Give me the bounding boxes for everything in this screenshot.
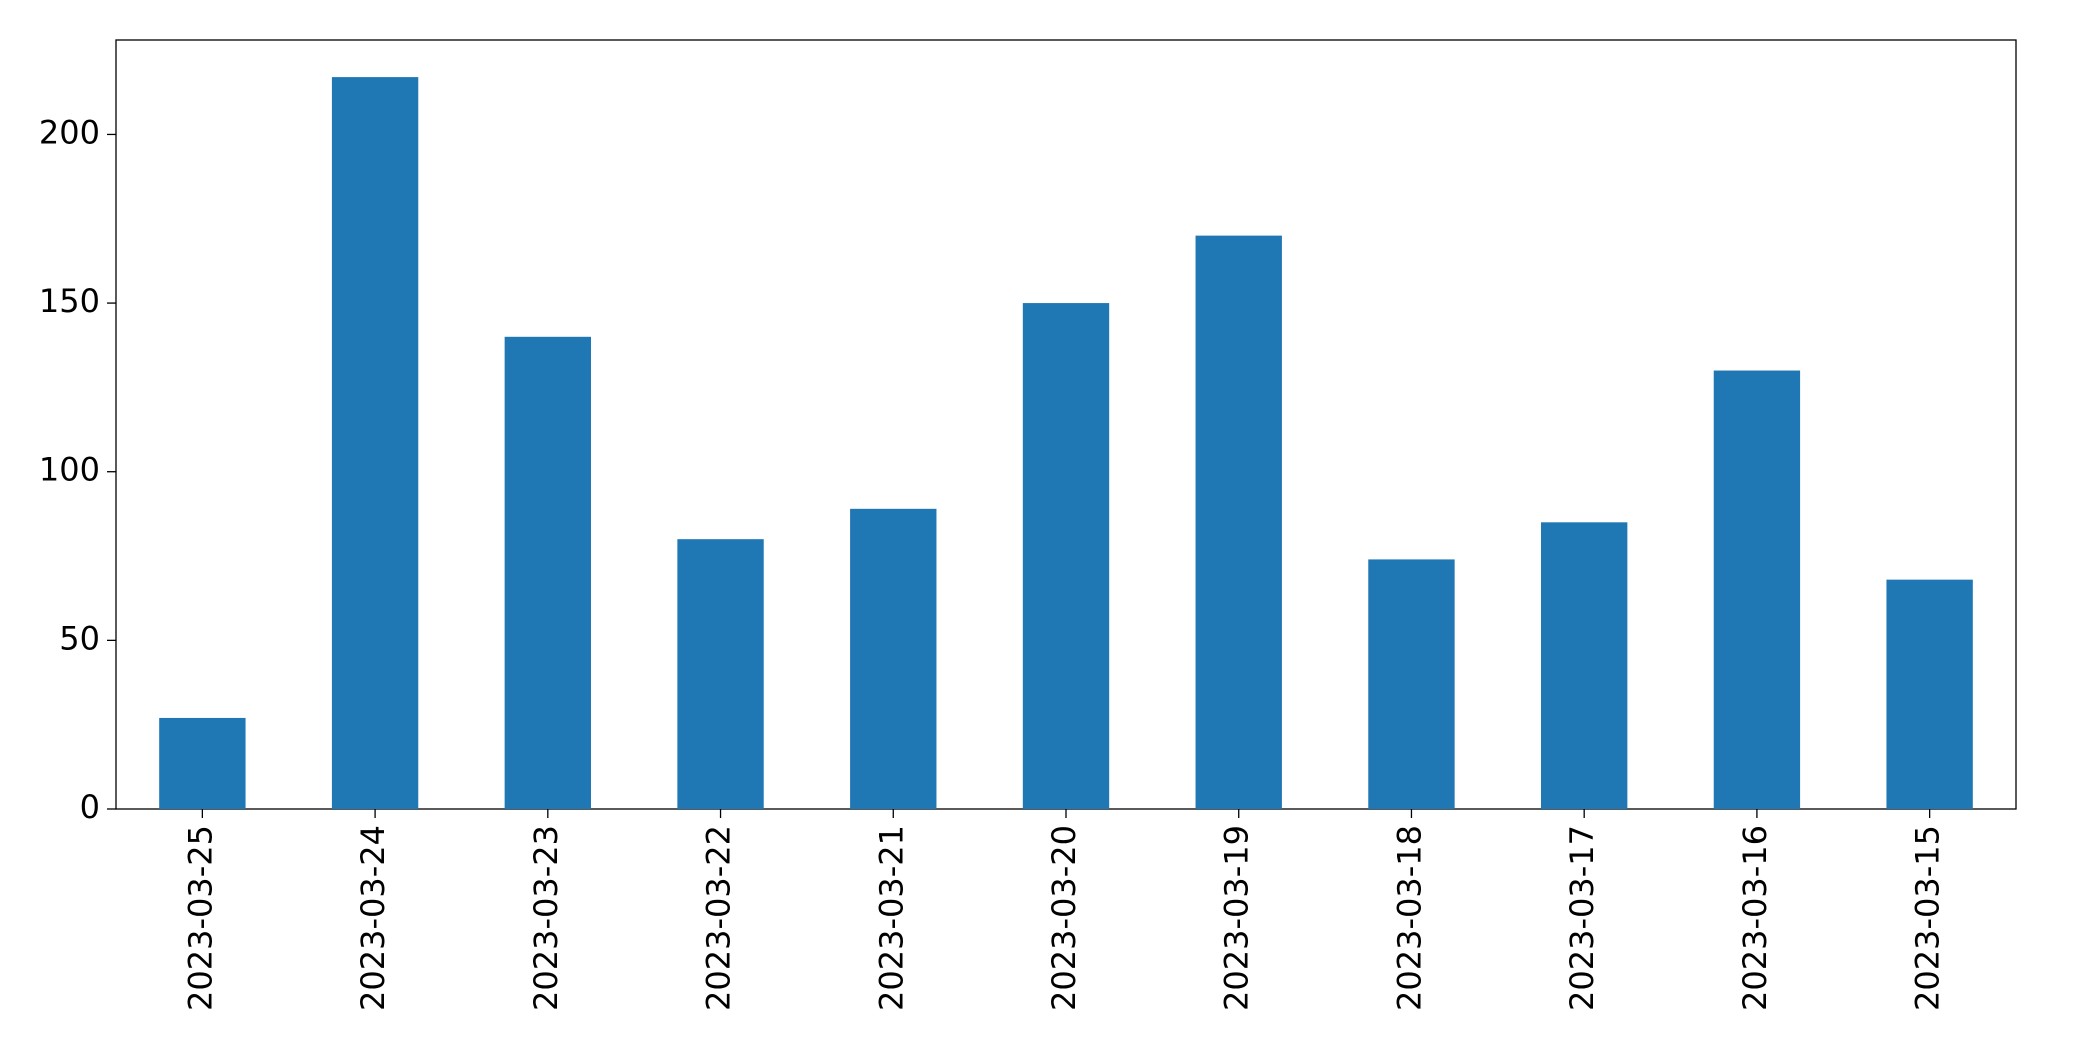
- x-tick-label: 2023-03-22: [700, 825, 738, 1011]
- x-tick-label: 2023-03-20: [1045, 825, 1083, 1011]
- x-tick-label: 2023-03-15: [1909, 825, 1947, 1011]
- bar: [1541, 522, 1628, 809]
- bar: [1886, 579, 1973, 809]
- x-tick-label: 2023-03-19: [1218, 825, 1256, 1011]
- bar: [1022, 303, 1110, 809]
- bar: [850, 508, 937, 809]
- bar: [677, 539, 764, 809]
- y-tick-label: 0: [80, 788, 100, 826]
- y-tick-label: 200: [39, 113, 100, 151]
- bar: [1195, 235, 1282, 809]
- bar: [159, 717, 246, 809]
- bar: [1713, 370, 1801, 809]
- bar: [331, 77, 419, 809]
- x-tick-label: 2023-03-25: [181, 825, 219, 1011]
- bar: [504, 336, 591, 809]
- y-tick-label: 100: [39, 451, 100, 489]
- x-tick-label: 2023-03-23: [527, 825, 565, 1011]
- y-tick-label: 150: [39, 282, 100, 320]
- x-tick-label: 2023-03-24: [354, 825, 392, 1011]
- x-tick-label: 2023-03-16: [1736, 825, 1774, 1011]
- y-tick-label: 50: [59, 619, 100, 657]
- x-tick-label: 2023-03-21: [872, 825, 910, 1011]
- x-tick-label: 2023-03-18: [1390, 825, 1428, 1011]
- bar: [1368, 559, 1455, 809]
- x-tick-label: 2023-03-17: [1563, 825, 1601, 1011]
